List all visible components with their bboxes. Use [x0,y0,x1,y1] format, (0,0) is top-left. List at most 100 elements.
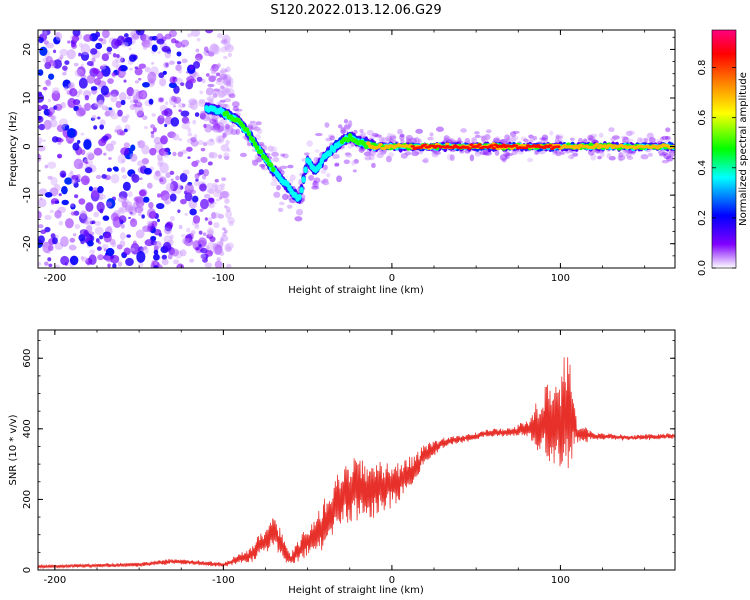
noise-speckle [164,123,168,128]
noise-speckle [161,258,169,266]
noise-speckle [190,139,199,147]
ridge-spray [270,146,278,153]
noise-speckle [130,242,140,255]
ridge-spray [482,151,490,156]
noise-speckle [38,69,44,76]
noise-speckle [180,198,187,205]
noise-speckle [69,237,76,243]
noise-speckle [195,53,203,61]
noise-speckle [61,186,68,195]
noise-speckle [44,214,52,221]
noise-speckle [73,62,79,67]
spectrogram-xtick-label: -200 [44,273,67,284]
noise-speckle [119,232,126,241]
noise-speckle [197,139,204,146]
ridge-spray [207,83,215,88]
noise-speckle [54,32,60,38]
noise-speckle [199,183,207,192]
noise-speckle [39,46,48,56]
noise-speckle [174,77,183,85]
noise-speckle [149,147,157,156]
noise-speckle [228,220,234,227]
colorbar-tick-label: 0.2 [697,210,708,226]
noise-speckle [52,49,57,54]
noise-speckle [80,43,91,55]
ridge-segment [566,142,571,147]
ridge-spray [399,134,405,141]
noise-speckle [104,110,111,117]
ridge-segment [264,157,270,163]
noise-speckle [63,86,69,91]
noise-speckle [225,242,235,250]
ridge-spray [405,137,412,143]
noise-speckle [157,193,161,198]
noise-speckle [58,193,62,197]
noise-speckle [199,253,207,260]
noise-speckle [61,199,69,206]
noise-speckle [38,111,41,116]
noise-speckle [219,237,224,242]
ridge-spray [555,134,560,139]
noise-speckle [121,115,128,123]
ridge-spray [320,168,327,175]
noise-speckle [150,133,155,139]
noise-speckle [169,170,175,176]
noise-speckle [158,148,169,156]
noise-speckle [120,57,125,63]
ridge-spray [326,172,331,178]
noise-speckle [126,95,132,100]
noise-speckle [203,48,211,57]
noise-speckle [103,232,112,243]
noise-speckle [62,65,68,71]
noise-speckle [217,86,228,98]
ridge-spray [212,119,218,127]
noise-speckle [199,90,204,95]
noise-speckle [196,37,201,42]
ridge-spray [239,152,247,158]
ridge-spray [622,136,629,140]
ridge-spray [371,162,376,168]
ridge-spray [446,153,453,161]
noise-speckle [214,119,219,124]
ridge-spray [587,137,596,142]
noise-speckle [224,68,228,73]
noise-speckle [214,260,223,268]
ridge-segment [299,186,304,194]
noise-speckle [207,229,214,236]
noise-speckles [38,30,675,268]
noise-speckle [72,30,81,37]
noise-speckle [53,184,61,191]
ridge-spray [368,153,375,161]
noise-speckle [195,48,200,53]
ridge-spray [435,126,444,132]
noise-speckle [53,36,61,45]
ridge-spray [378,136,387,142]
snr-xtick-label: -100 [212,575,235,586]
ridge-spray [206,96,215,102]
ridge-spray [505,152,514,157]
ridge-segment [467,147,472,150]
noise-speckle [62,79,71,89]
ridge-spray [348,120,353,127]
noise-speckle [178,224,183,230]
noise-speckle [112,263,117,268]
noise-speckle [51,90,61,102]
ridge-spray [665,127,671,133]
noise-speckle [179,172,188,183]
ridge-spray [246,143,253,147]
noise-speckle [108,157,112,160]
noise-speckle [194,112,200,117]
noise-speckle [154,261,158,265]
ridge-spray [211,127,220,131]
noise-speckle [160,135,168,145]
noise-speckle [164,33,172,40]
noise-speckle [199,208,204,212]
ridge-spray [340,127,346,135]
ridge-spray [224,123,230,130]
noise-speckle [195,178,199,182]
noise-speckle [187,33,193,38]
ridge-segment [250,137,256,143]
noise-speckle [199,198,209,210]
noise-speckle [188,98,198,106]
noise-speckle [150,131,155,135]
